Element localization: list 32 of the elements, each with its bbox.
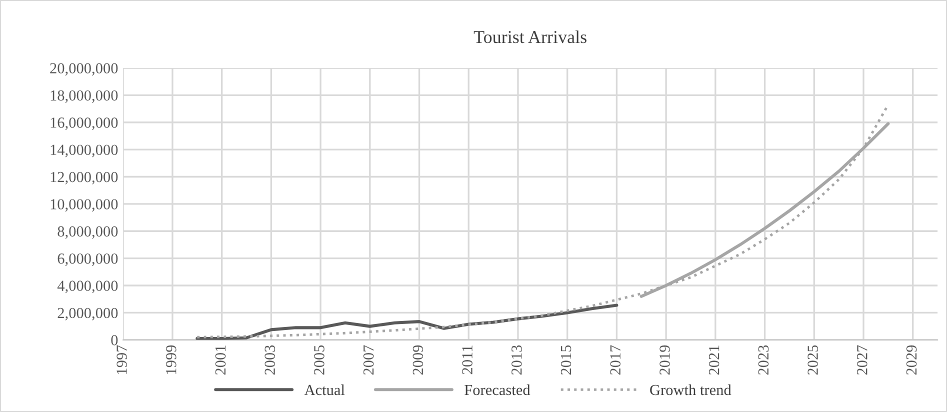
legend-label: Forecasted bbox=[464, 384, 530, 396]
y-tick-label: 20,000,000 bbox=[50, 63, 118, 76]
x-tick-label: 2027 bbox=[857, 345, 868, 375]
y-tick-label: 18,000,000 bbox=[50, 90, 118, 103]
legend-label: Growth trend bbox=[650, 384, 732, 396]
x-tick-label: 2021 bbox=[708, 346, 720, 375]
y-tick-label: 2,000,000 bbox=[58, 308, 118, 320]
x-tick-label: 2001 bbox=[215, 346, 226, 375]
x-tick-label: 1997 bbox=[116, 345, 127, 374]
y-tick-label: 6,000,000 bbox=[58, 253, 118, 266]
y-tick-label: 8,000,000 bbox=[58, 226, 118, 239]
x-tick-label: 2009 bbox=[412, 345, 424, 375]
y-tick-label: 4,000,000 bbox=[57, 280, 118, 294]
y-tick-label: 0 bbox=[111, 335, 118, 346]
x-tick-label: 2005 bbox=[314, 345, 324, 375]
x-tick-label: 2029 bbox=[906, 345, 917, 375]
x-tick-label: 2025 bbox=[808, 345, 818, 375]
x-tick-label: 2017 bbox=[610, 345, 621, 375]
x-tick-label: 2023 bbox=[758, 345, 769, 375]
y-tick-label: 12,000,000 bbox=[50, 172, 118, 184]
chart-title: Tourist Arrivals bbox=[474, 30, 586, 44]
x-tick-label: 2015 bbox=[560, 345, 572, 375]
y-tick-label: 10,000,000 bbox=[50, 199, 118, 212]
x-tick-label: 2003 bbox=[264, 345, 276, 375]
y-tick-label: 16,000,000 bbox=[50, 118, 118, 130]
x-tick-label: 1999 bbox=[166, 345, 176, 374]
x-tick-label: 2019 bbox=[660, 345, 670, 375]
x-tick-label: 2011 bbox=[462, 346, 472, 374]
legend-label: Actual bbox=[304, 384, 345, 396]
x-tick-label: 2007 bbox=[363, 345, 374, 375]
y-tick-label: 14,000,000 bbox=[50, 144, 118, 158]
x-tick-label: 2013 bbox=[511, 345, 522, 375]
